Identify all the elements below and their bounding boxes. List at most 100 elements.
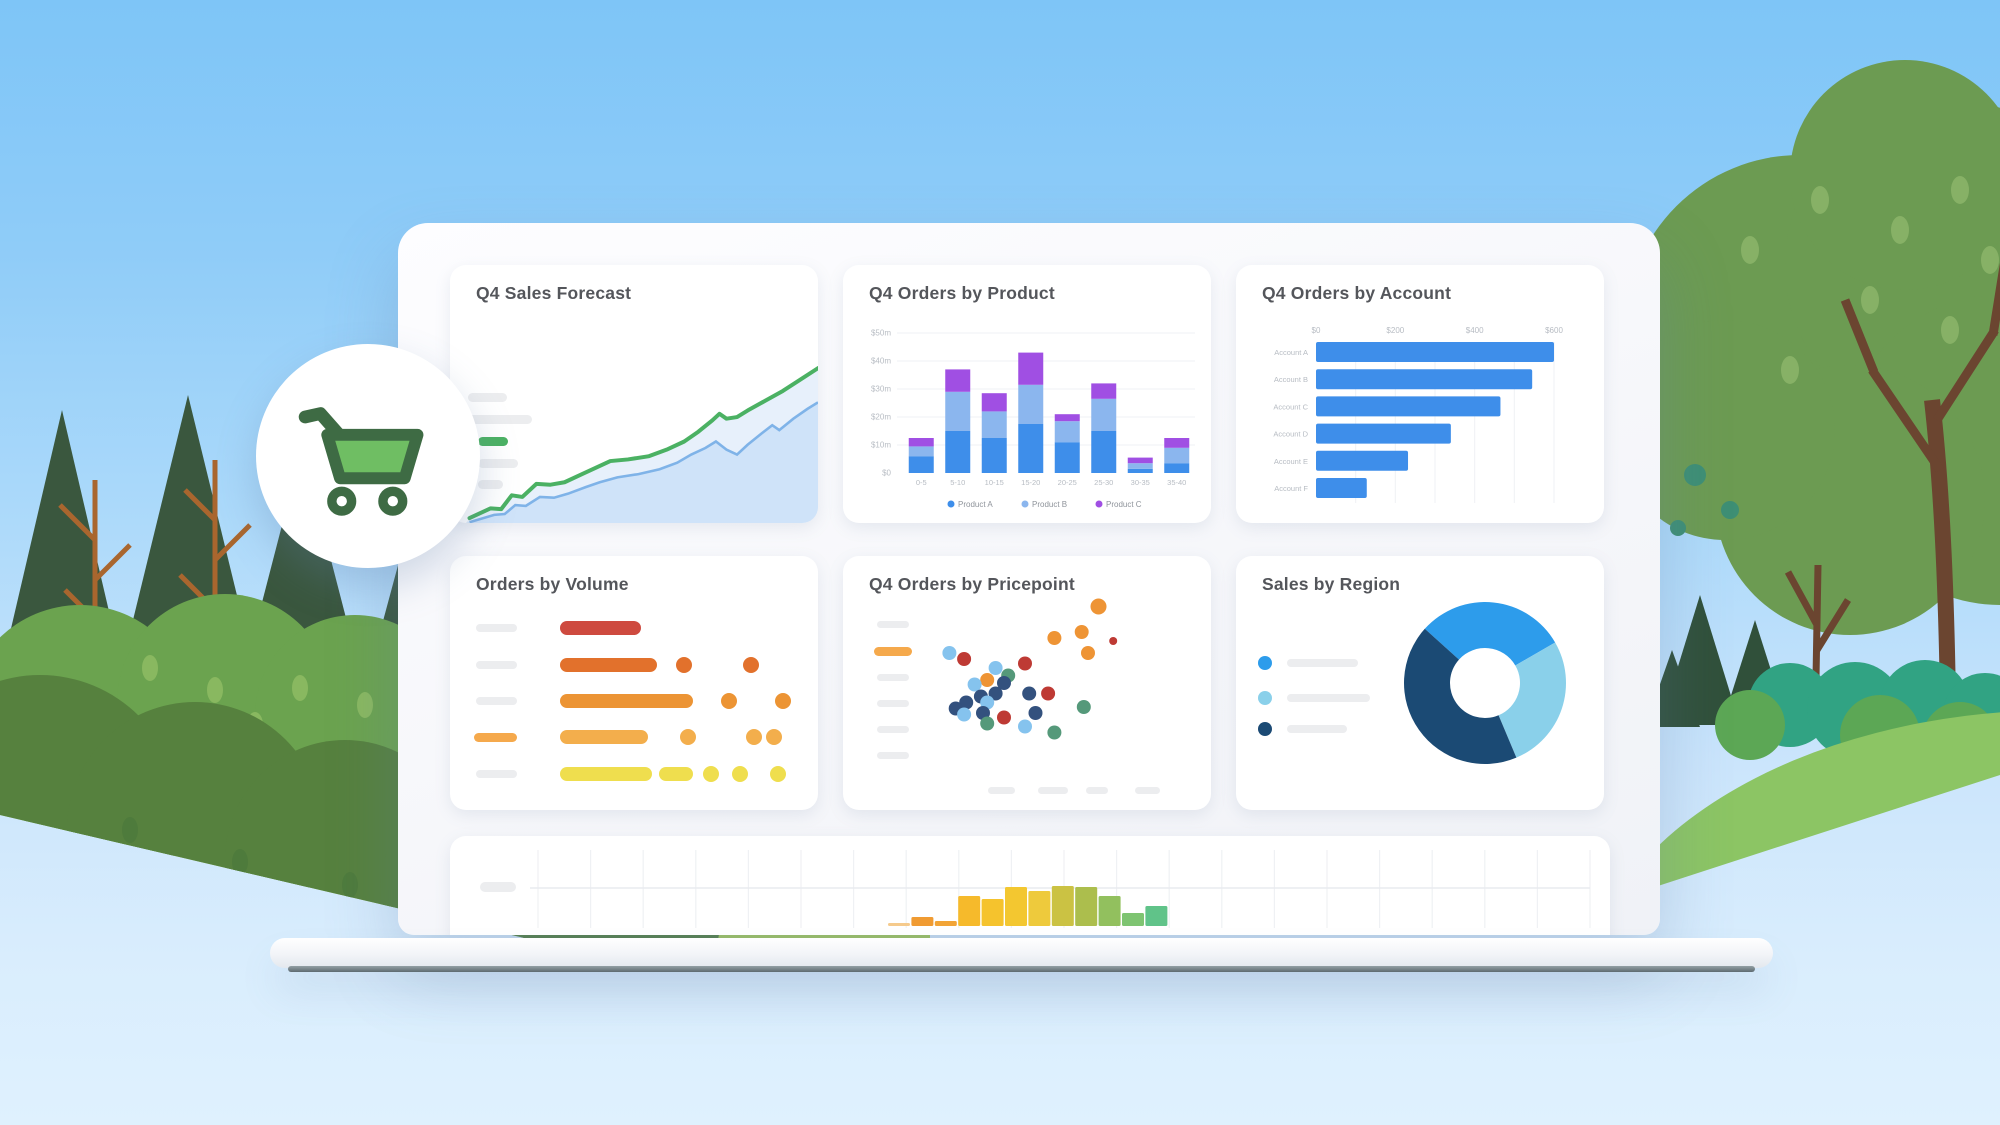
row-label-skeleton [474, 733, 517, 742]
stacked-bar-segment [1127, 463, 1153, 469]
scatter-point [980, 695, 995, 710]
row-label-skeleton [476, 697, 517, 705]
stacked-bar-segment [1054, 442, 1080, 473]
svg-text:$30m: $30m [871, 385, 891, 394]
x-axis-skeleton [1086, 787, 1108, 794]
cart-basket [321, 428, 424, 485]
volume-bar [560, 658, 657, 672]
legend-dot [1258, 656, 1272, 670]
row-label-skeleton [476, 661, 517, 669]
svg-text:$40m: $40m [871, 357, 891, 366]
svg-text:Account D: Account D [1273, 430, 1308, 439]
stacked-bar-segment [1018, 384, 1044, 424]
account-bar [1316, 478, 1367, 498]
svg-text:Account A: Account A [1274, 348, 1308, 357]
histogram-bar [1075, 887, 1098, 926]
cart-handle [298, 407, 346, 442]
orders-by-pricepoint-scatter-chart [920, 593, 1130, 743]
svg-text:$400: $400 [1466, 326, 1484, 335]
histogram-bar [1122, 913, 1144, 926]
svg-text:10-15: 10-15 [985, 478, 1004, 487]
skeleton-pill [478, 480, 503, 489]
volume-dot [774, 693, 791, 709]
scatter-point [1074, 625, 1089, 639]
stacked-bar-segment [1164, 463, 1190, 473]
card-orders-timeline[interactable] [450, 836, 1610, 935]
volume-dot [680, 729, 697, 745]
scatter-point [980, 716, 995, 731]
scatter-point [976, 706, 990, 720]
legend-dot [1021, 500, 1029, 508]
volume-dot [702, 766, 719, 782]
orders-timeline-histogram [450, 836, 1610, 935]
card-title: Q4 Orders by Product [869, 283, 1055, 303]
svg-text:35-40: 35-40 [1167, 478, 1186, 487]
orders-by-product-stacked-bar-chart: $0 $10m $20m $30m $40m $50m 0-5 5-10 10-15 15-20 2… [843, 318, 1211, 523]
svg-text:15-20: 15-20 [1021, 478, 1040, 487]
volume-bar [560, 767, 653, 781]
canopy-teal-spots [1670, 464, 1739, 536]
svg-text:20-25: 20-25 [1058, 478, 1077, 487]
shopping-cart-icon [298, 407, 424, 516]
account-bar [1316, 369, 1533, 390]
y-axis-skeleton [877, 620, 909, 628]
volume-bar [560, 694, 693, 708]
stacked-bar-segment [1091, 398, 1117, 431]
scatter-point [1076, 700, 1091, 714]
y-axis-skeleton [877, 673, 909, 681]
legend-dot [1095, 500, 1103, 508]
card-sales-by-region[interactable]: Sales by Region [1236, 556, 1604, 810]
stacked-bar-segment [1091, 431, 1117, 473]
volume-dot [765, 729, 782, 745]
histogram-bar [1005, 887, 1027, 926]
volume-dot [743, 657, 760, 673]
svg-text:Product A: Product A [958, 500, 993, 509]
skeleton-pill [478, 459, 518, 468]
histogram-bar [1051, 886, 1074, 926]
card-orders-by-volume[interactable]: Orders by Volume [450, 556, 818, 810]
x-axis-skeleton [988, 787, 1015, 794]
stacked-bar-segment [1127, 457, 1153, 464]
svg-text:0-5: 0-5 [916, 478, 927, 487]
cart-badge [256, 344, 480, 568]
volume-dot [770, 766, 787, 782]
histogram-bar [1028, 891, 1051, 926]
svg-text:Account E: Account E [1274, 457, 1308, 466]
svg-text:$50m: $50m [871, 329, 891, 338]
stacked-bar-segment [981, 411, 1007, 438]
x-axis-skeleton [1038, 787, 1068, 794]
row-label-skeleton [476, 624, 517, 632]
histogram-bar [934, 921, 957, 926]
skeleton-pill [478, 437, 508, 446]
scatter-point [1047, 725, 1062, 740]
legend-dot [1258, 722, 1272, 736]
area-fill-lower [466, 402, 818, 523]
stacked-bar-segment [981, 393, 1007, 412]
volume-dot [732, 766, 748, 782]
scatter-point [967, 677, 982, 692]
donut-slice [1498, 642, 1566, 758]
svg-text:Account F: Account F [1274, 484, 1308, 493]
skeleton-pill [468, 393, 507, 402]
scatter-point [997, 676, 1011, 690]
scatter-point [997, 710, 1011, 725]
laptop-screen: Q4 Sales Forecast Q4 Orders by Product $… [398, 223, 1660, 935]
card-q4-orders-by-account[interactable]: Q4 Orders by Account $0 $200 $400 $600 Accou… [1236, 265, 1604, 523]
card-title: Orders by Volume [476, 574, 629, 594]
card-q4-sales-forecast[interactable]: Q4 Sales Forecast [450, 265, 818, 523]
volume-bar [560, 621, 641, 635]
svg-text:30-35: 30-35 [1131, 478, 1150, 487]
scatter-point [959, 695, 974, 710]
stacked-bar-segment [945, 431, 971, 473]
scatter-point [942, 646, 957, 660]
scatter-point [1028, 706, 1043, 720]
card-title: Sales by Region [1262, 574, 1401, 594]
card-title: Q4 Sales Forecast [476, 283, 632, 303]
stacked-bar-segment [908, 438, 934, 447]
card-q4-orders-by-pricepoint[interactable]: Q4 Orders by Pricepoint [843, 556, 1211, 810]
histogram-bar [1098, 896, 1121, 926]
card-q4-orders-by-product[interactable]: Q4 Orders by Product $0 $10m $20m $30m $40m $… [843, 265, 1211, 523]
stacked-bar-segment [908, 456, 934, 473]
